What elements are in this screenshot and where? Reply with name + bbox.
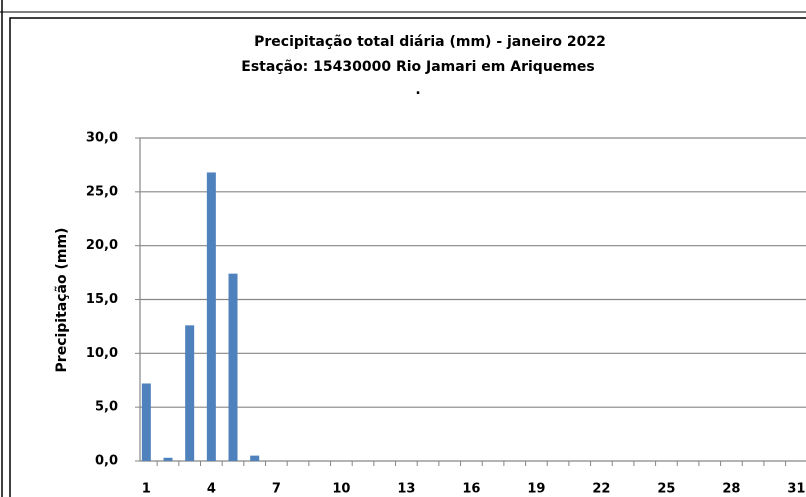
y-tick-label: 30,0 [86,131,118,146]
x-tick-label: 7 [272,482,281,497]
x-tick-label: 25 [657,482,675,497]
bar [185,325,195,461]
chart-subtitle: . [415,82,420,98]
y-tick-label: 25,0 [86,184,118,199]
x-tick-label: 10 [332,482,350,497]
x-tick-label: 19 [527,482,545,497]
x-tick-label: 28 [722,482,740,497]
bar [163,457,173,461]
y-tick-label: 5,0 [95,400,118,415]
x-tick-label: 16 [462,482,480,497]
bar [228,273,238,461]
x-tick-label: 31 [787,482,805,497]
y-tick-label: 20,0 [86,238,118,253]
chart-frame [9,17,806,497]
y-tick-label: 0,0 [95,454,118,469]
bar [141,383,151,461]
x-tick-label: 22 [592,482,610,497]
bar [206,172,216,461]
chart-title: Precipitação total diária (mm) - janeiro… [254,34,606,50]
y-axis-label: Precipitação (mm) [54,228,70,373]
y-tick-label: 10,0 [86,346,118,361]
x-tick-label: 4 [207,482,216,497]
bar [250,455,260,461]
y-tick-label: 15,0 [86,292,118,307]
chart-subtitle: Estação: 15430000 Rio Jamari em Ariqueme… [241,59,594,75]
x-tick-label: 13 [397,482,415,497]
x-tick-label: 1 [142,482,151,497]
